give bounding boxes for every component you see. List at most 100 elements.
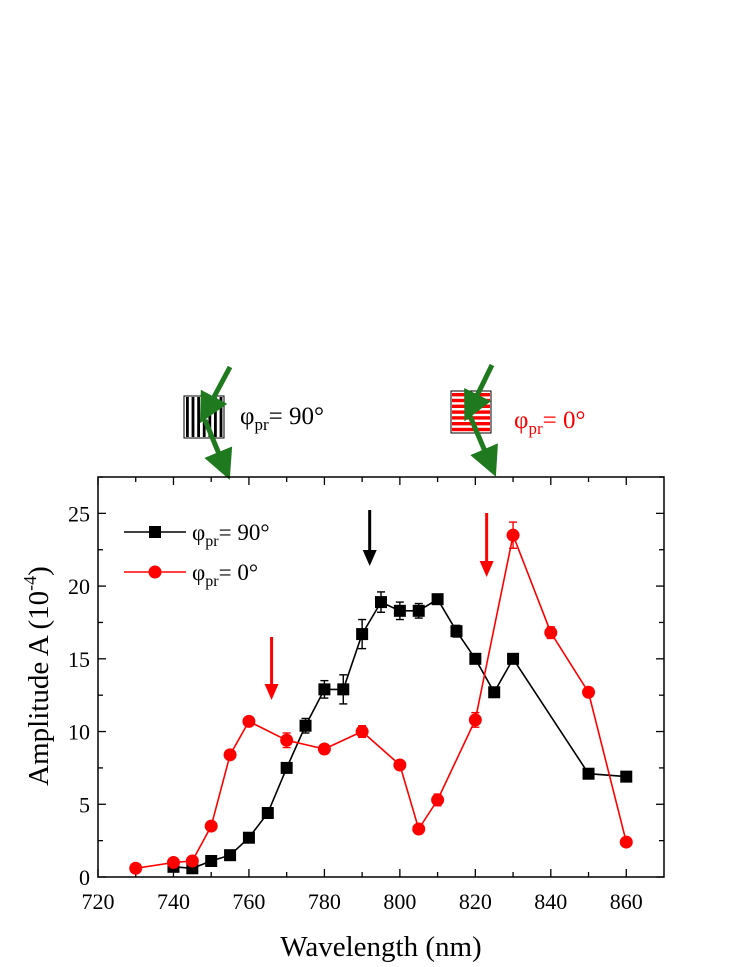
data-point: [412, 822, 426, 836]
data-point: [299, 719, 312, 732]
data-point: [488, 686, 501, 699]
down-arrow-icon: [362, 510, 377, 566]
axis-ticks: [97, 476, 664, 878]
grating-stripe: [186, 397, 189, 437]
inset-horizontal-grating: φpr= 0°: [450, 363, 585, 477]
legend-marker-90: [149, 526, 161, 538]
grating-stripe: [452, 393, 490, 397]
data-point: [431, 593, 444, 606]
x-tick-label: 840: [534, 889, 567, 914]
down-arrow-icon: [479, 513, 494, 577]
inset-label-0: φpr= 0°: [514, 407, 585, 438]
data-point: [506, 528, 520, 542]
data-point: [356, 628, 369, 641]
data-point: [242, 714, 256, 728]
data-point: [166, 855, 180, 869]
data-point: [261, 807, 274, 819]
y-axis-label-main: Amplitude A (10: [23, 591, 55, 786]
x-tick-label: 860: [610, 889, 643, 914]
arrow-head: [264, 684, 279, 700]
data-point: [242, 831, 255, 844]
probe-beam-in-arrow: [199, 365, 233, 424]
data-point: [375, 596, 387, 609]
data-point: [393, 758, 407, 772]
inset-label-0-main: φ: [514, 407, 528, 434]
data-point: [129, 861, 143, 875]
inset-label-90-main: φ: [240, 403, 254, 430]
inset-label-90-rest: = 90°: [269, 403, 324, 430]
grating-stripe: [202, 397, 206, 437]
x-tick-label: 720: [82, 889, 115, 914]
grating-stripe: [219, 397, 223, 437]
grating-stripe: [197, 397, 200, 437]
data-point: [469, 652, 482, 665]
grating-stripe: [214, 397, 217, 437]
data-point: [224, 849, 237, 862]
grating-stripe: [191, 397, 195, 437]
arrow-head: [362, 550, 377, 566]
y-tick-labels: 0 5 10 15 20 25: [68, 501, 90, 890]
legend-marker-0: [148, 565, 162, 579]
data-point: [355, 725, 369, 739]
x-axis-label: Wavelength (nm): [280, 931, 481, 963]
data-point: [393, 604, 406, 617]
arrow-head: [479, 561, 494, 577]
data-point: [468, 713, 482, 727]
data-point: [317, 742, 331, 756]
data-point: [582, 685, 596, 699]
grating-stripe: [452, 427, 490, 432]
y-tick-label: 5: [79, 792, 90, 817]
inset-label-90-sub: pr: [254, 415, 269, 434]
inset-vertical-grating: φpr= 90°: [183, 365, 324, 480]
y-tick-label: 10: [68, 720, 90, 745]
legend-label-0-sub: pr: [205, 573, 219, 590]
series-layer: [129, 521, 633, 875]
legend-label-0: φpr= 0°: [192, 560, 258, 590]
grating-stripe: [452, 398, 490, 403]
data-point: [582, 767, 595, 780]
x-tick-labels: 720 740 760 780 800 820 840 860: [82, 889, 643, 914]
legend-label-90-sub: pr: [205, 533, 219, 550]
probe-beam-out-arrow: [202, 419, 233, 480]
x-tick-label: 780: [308, 889, 341, 914]
y-tick-label: 15: [68, 647, 90, 672]
data-point: [337, 683, 350, 696]
inset-label-0-sub: pr: [528, 419, 543, 438]
data-point: [318, 683, 331, 696]
legend-label-90-main: φ: [192, 520, 205, 545]
data-point: [412, 604, 425, 617]
grating-stripe: [452, 410, 490, 414]
data-point: [223, 748, 237, 762]
inset-label-0-rest: = 0°: [543, 407, 586, 434]
y-tick-label: 25: [68, 501, 90, 526]
legend-label-90: φpr= 90°: [192, 520, 270, 550]
y-tick-label: 20: [68, 574, 90, 599]
data-point: [280, 761, 293, 774]
probe-beam-in-arrow-2: [464, 363, 495, 422]
legend-label-0-rest: = 0°: [219, 560, 258, 585]
probe-beam-out-arrow-2: [467, 415, 498, 477]
x-tick-label: 760: [232, 889, 265, 914]
data-point: [507, 652, 520, 665]
data-point: [619, 835, 633, 849]
inset-label-90: φpr= 90°: [240, 403, 324, 434]
data-point: [450, 625, 463, 638]
y-axis-label-close: ): [23, 566, 55, 576]
down-arrow-icon: [264, 637, 279, 700]
y-tick-label: 0: [79, 865, 90, 890]
x-tick-label: 740: [157, 889, 190, 914]
x-tick-label: 800: [383, 889, 416, 914]
legend-label-0-main: φ: [192, 560, 205, 585]
x-tick-label: 820: [459, 889, 492, 914]
y-axis-label-exp: -4: [20, 576, 40, 591]
data-point: [205, 855, 218, 867]
data-point: [204, 819, 218, 833]
legend-label-90-rest: = 90°: [219, 520, 270, 545]
series-1: [129, 521, 633, 875]
data-point: [431, 793, 445, 807]
data-point: [544, 626, 558, 640]
y-axis-label: Amplitude A (10-4): [20, 566, 55, 786]
data-point: [280, 733, 294, 747]
plot-frame: [97, 476, 665, 878]
